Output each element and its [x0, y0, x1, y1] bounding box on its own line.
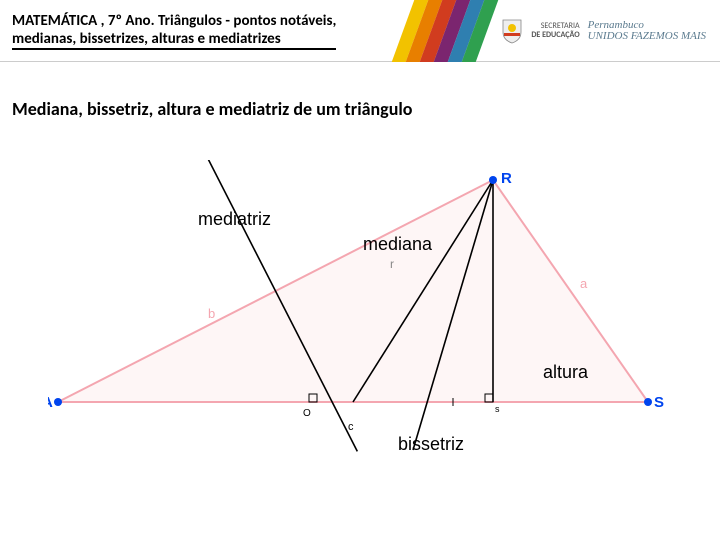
svg-text:mediatriz: mediatriz: [198, 209, 271, 229]
shield-icon: [501, 18, 523, 44]
logo-pernambuco: Pernambuco UNIDOS FAZEMOS MAIS: [588, 20, 706, 42]
svg-text:mediana: mediana: [363, 234, 433, 254]
header-title: MATEMÁTICA , 7º Ano. Triângulos - pontos…: [12, 12, 336, 50]
svg-text:altura: altura: [543, 362, 589, 382]
svg-text:c: c: [348, 421, 354, 433]
triangle-diagram: A R Smediatriz mediana altura bissetriz a b r Oc s: [48, 160, 668, 460]
header-title-block: MATEMÁTICA , 7º Ano. Triângulos - pontos…: [0, 4, 403, 58]
slide-subtitle: Mediana, bissetriz, altura e mediatriz d…: [12, 98, 412, 120]
logo1-bottom: DE EDUCAÇÃO: [531, 31, 579, 40]
logo-area: SECRETARIA DE EDUCAÇÃO Pernambuco UNIDOS…: [487, 18, 720, 44]
svg-text:s: s: [495, 404, 500, 414]
header-stripes: [403, 0, 487, 61]
svg-text:a: a: [580, 276, 588, 291]
header-title-line1: MATEMÁTICA , 7º Ano. Triângulos - pontos…: [12, 12, 336, 30]
logo-secretaria: SECRETARIA DE EDUCAÇÃO: [531, 22, 579, 40]
slide-header: MATEMÁTICA , 7º Ano. Triângulos - pontos…: [0, 0, 720, 62]
svg-text:bissetriz: bissetriz: [398, 434, 464, 454]
logo2-sub: UNIDOS FAZEMOS MAIS: [588, 31, 706, 42]
svg-text:S: S: [654, 394, 664, 411]
svg-text:b: b: [208, 306, 215, 321]
svg-text:R: R: [501, 170, 512, 187]
svg-text:r: r: [390, 257, 394, 271]
header-title-line2: medianas, bissetrizes, alturas e mediatr…: [12, 30, 281, 48]
svg-text:O: O: [303, 408, 311, 419]
svg-text:A: A: [48, 394, 53, 411]
logo2-text: Pernambuco: [588, 20, 706, 31]
